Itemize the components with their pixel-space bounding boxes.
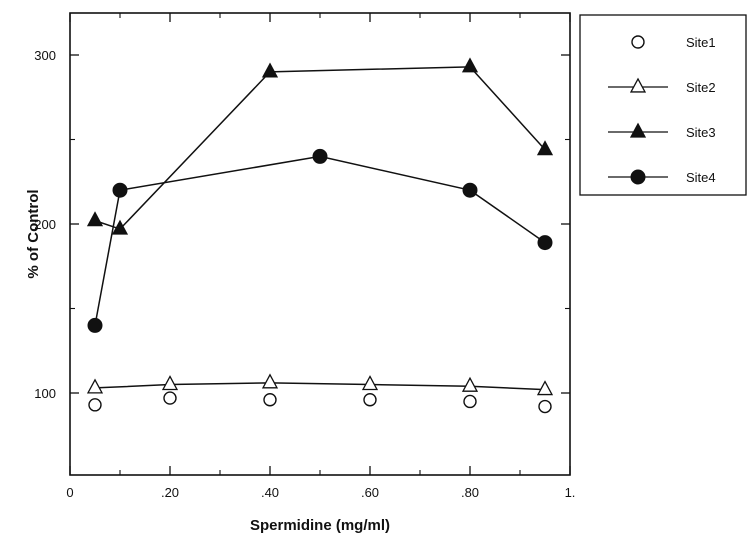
- legend-label: Site4: [686, 170, 716, 185]
- y-tick-label: 300: [34, 48, 56, 63]
- legend-label: Site1: [686, 35, 716, 50]
- x-tick-label: 1.: [565, 485, 576, 500]
- x-tick-label: .40: [261, 485, 279, 500]
- series-site2: [86, 373, 554, 396]
- plot-frame: [69, 12, 571, 476]
- data-point-site2: [361, 375, 379, 391]
- data-point-site2: [86, 378, 104, 394]
- data-point-site3: [111, 219, 129, 235]
- series-site4: [87, 148, 553, 333]
- series-layer: [86, 57, 554, 414]
- data-point-site2: [461, 376, 479, 392]
- x-tick-label: .60: [361, 485, 379, 500]
- legend-box: [579, 14, 747, 196]
- x-axis-title: Spermidine (mg/ml): [250, 517, 390, 534]
- data-point-site2: [536, 380, 554, 396]
- legend-item: Site1: [631, 35, 716, 50]
- legend-marker: [631, 35, 645, 49]
- y-axis-title: % of Control: [25, 189, 42, 278]
- data-point-site3: [261, 62, 279, 78]
- data-point-site4: [537, 235, 553, 251]
- ticks: 0 .20 .40 .60 .80 1. 100 200 300: [34, 13, 575, 500]
- legend-item: Site3: [608, 122, 716, 140]
- data-point-site1: [163, 391, 177, 405]
- data-point-site1: [88, 398, 102, 412]
- x-tick-label: 0: [66, 485, 73, 500]
- legend-marker: [629, 122, 647, 138]
- data-point-site1: [263, 393, 277, 407]
- legend-marker: [630, 169, 646, 185]
- data-point-site3: [86, 211, 104, 227]
- y-tick-label: 200: [34, 217, 56, 232]
- data-point-site3: [536, 140, 554, 156]
- data-point-site4: [112, 182, 128, 198]
- legend: Site1 Site2 Site3 Site4: [579, 14, 747, 196]
- x-tick-label: .80: [461, 485, 479, 500]
- series-line-site2: [94, 382, 546, 391]
- series-site3: [86, 57, 554, 235]
- legend-label: Site3: [686, 125, 716, 140]
- data-point-site1: [538, 399, 552, 414]
- series-line-site4: [94, 155, 546, 326]
- data-point-site2: [261, 373, 279, 389]
- y-tick-label: 100: [34, 386, 56, 401]
- data-point-site1: [463, 394, 477, 409]
- x-tick-label: .20: [161, 485, 179, 500]
- data-point-site3: [461, 57, 479, 73]
- data-point-site4: [87, 317, 103, 333]
- data-point-site2: [161, 375, 179, 391]
- data-point-site1: [363, 393, 377, 407]
- data-point-site4: [462, 182, 478, 198]
- legend-label: Site2: [686, 80, 716, 95]
- series-line-site3: [94, 66, 546, 230]
- axes: [69, 12, 571, 476]
- legend-marker: [629, 77, 647, 93]
- data-point-site4: [312, 148, 328, 164]
- legend-item: Site4: [608, 169, 716, 185]
- legend-item: Site2: [608, 77, 716, 95]
- series-site1: [88, 391, 552, 414]
